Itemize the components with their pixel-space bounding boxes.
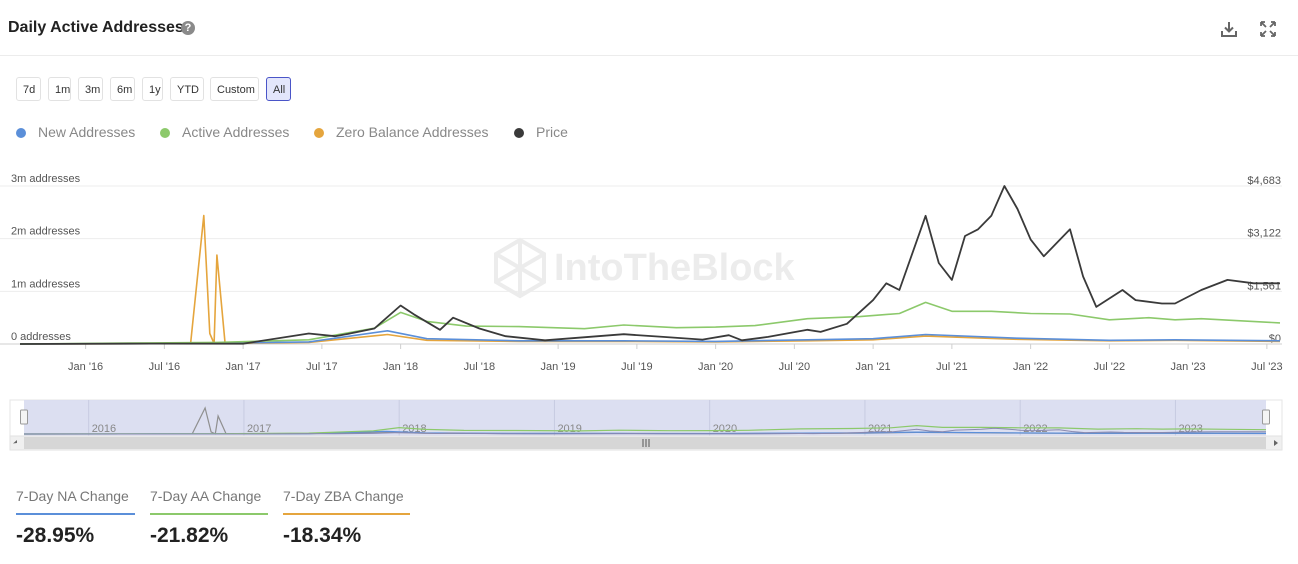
range-1y-button[interactable]: 1y — [142, 77, 163, 101]
navigator-year-label: 2017 — [247, 423, 271, 435]
x-tick-label: Jul '21 — [936, 361, 967, 373]
stat-underline — [16, 513, 135, 515]
stat-underline — [283, 513, 410, 515]
x-tick-label: Jan '21 — [856, 361, 891, 373]
range-all-button[interactable]: All — [266, 77, 291, 101]
stat-na-change: 7-Day NA Change -28.95% — [16, 486, 135, 556]
legend-label: Price — [536, 124, 568, 140]
range-3m-button[interactable]: 3m — [78, 77, 103, 101]
series-line-active-addresses — [19, 301, 1281, 345]
y-right-tick-label: $1,561 — [1247, 280, 1281, 292]
stat-value: -21.82% — [150, 524, 229, 547]
legend-swatch — [160, 128, 170, 138]
expand-icon[interactable] — [1259, 20, 1277, 38]
watermark-logo-icon — [494, 237, 546, 299]
line-chart: IntoTheBlock 0 addresses 1m addresses 2m ad… — [0, 173, 1283, 373]
navigator-year-label: 2016 — [92, 423, 116, 435]
stat-label: 7-Day ZBA Change — [283, 488, 404, 504]
series-line-new-addresses — [19, 330, 1281, 345]
x-tick-label: Jan '17 — [226, 361, 261, 373]
x-tick-label: Jan '16 — [68, 361, 103, 373]
x-tick-label: Jan '20 — [698, 361, 733, 373]
navigator-series-line — [24, 427, 1266, 435]
watermark-text: IntoTheBlock — [554, 247, 796, 289]
stat-aa-change: 7-Day AA Change -21.82% — [150, 486, 268, 556]
page-title: Daily Active Addresses — [8, 19, 184, 36]
navigator-handle — [1262, 409, 1270, 425]
y-left-tick-label: 0 addresses — [11, 331, 71, 343]
navigator-handle — [20, 409, 28, 425]
legend-label: Active Addresses — [182, 124, 290, 140]
y-left-tick-label: 2m addresses — [11, 226, 81, 238]
navigator-year-label: 2022 — [1023, 423, 1047, 435]
navigator-year-label: 2019 — [557, 423, 581, 435]
watermark: IntoTheBlock — [494, 237, 796, 299]
series-line-zero-balance-addresses — [19, 214, 1281, 345]
y-right-tick-label: $3,122 — [1247, 228, 1281, 240]
scroll-right-arrow-icon — [1274, 440, 1278, 446]
x-tick-label: Jul '20 — [779, 361, 810, 373]
range-6m-button[interactable]: 6m — [110, 77, 135, 101]
x-tick-label: Jan '23 — [1171, 361, 1206, 373]
legend-label: New Addresses — [38, 124, 136, 140]
stat-underline — [150, 513, 268, 515]
x-tick-label: Jul '16 — [149, 361, 180, 373]
y-right-tick-label: $4,683 — [1247, 175, 1281, 187]
stat-label: 7-Day AA Change — [150, 488, 262, 504]
navigator-year-label: 2020 — [713, 423, 737, 435]
stat-value: -18.34% — [283, 524, 362, 547]
legend-swatch — [16, 128, 26, 138]
legend-label: Zero Balance Addresses — [336, 124, 489, 140]
x-tick-label: Jan '19 — [541, 361, 576, 373]
legend-swatch — [514, 128, 524, 138]
scrollbar-grip-icon — [642, 439, 650, 447]
scroll-left-arrow-icon — [13, 440, 17, 444]
range-custom-button[interactable]: Custom — [210, 77, 259, 101]
x-tick-label: Jul '22 — [1094, 361, 1125, 373]
x-tick-label: Jul '18 — [464, 361, 495, 373]
x-tick-label: Jul '23 — [1251, 361, 1282, 373]
range-7d-button[interactable]: 7d — [16, 77, 41, 101]
range-navigator[interactable]: 2016 2017 2018 2019 2020 2021 2022 2023 — [0, 398, 1298, 453]
x-tick-label: Jul '17 — [306, 361, 337, 373]
y-left-tick-label: 3m addresses — [11, 173, 81, 185]
x-tick-label: Jan '22 — [1013, 361, 1048, 373]
y-left-tick-label: 1m addresses — [11, 278, 81, 290]
series-line-price — [19, 185, 1280, 345]
navigator-scrollbar-thumb — [24, 437, 1266, 449]
range-ytd-button[interactable]: YTD — [170, 77, 204, 101]
range-1m-button[interactable]: 1m — [48, 77, 71, 101]
download-icon[interactable] — [1220, 20, 1238, 38]
stat-label: 7-Day NA Change — [16, 488, 129, 504]
y-right-tick-label: $0 — [1269, 333, 1281, 345]
x-tick-label: Jul '19 — [621, 361, 652, 373]
legend-swatch — [314, 128, 324, 138]
chart-header: Daily Active Addresses ? — [0, 0, 1298, 56]
x-tick-label: Jan '18 — [383, 361, 418, 373]
stat-zba-change: 7-Day ZBA Change -18.34% — [283, 486, 410, 556]
navigator-series-line — [23, 424, 1267, 435]
stat-value: -28.95% — [16, 524, 95, 547]
question-circle-icon[interactable]: ? — [181, 21, 195, 35]
